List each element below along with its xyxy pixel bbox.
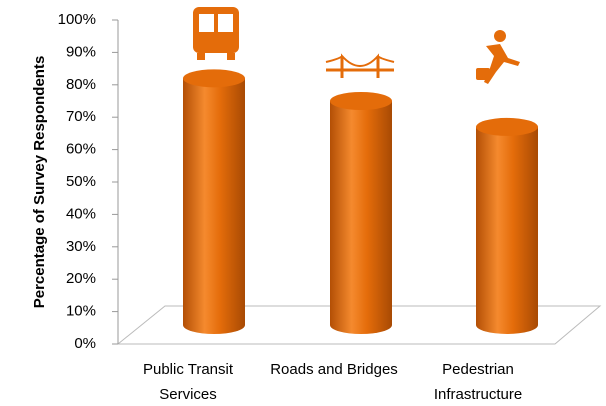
y-axis-title: Percentage of Survey Respondents [31,56,48,309]
x-tick-label: Roads and Bridges [270,361,398,378]
cylinder-top [330,92,392,110]
y-tick-label: 20% [66,270,96,287]
cylinder-body [476,126,538,334]
cylinder-body [330,101,392,334]
y-tick-label: 90% [66,43,96,60]
x-tick-label: Pedestrian Infrastructure [433,361,523,403]
cylinder-top [476,117,538,136]
x-tick-label: Public Transit Services [142,361,234,403]
cylinder-top [183,69,245,88]
y-tick-label: 100% [58,11,96,28]
cylinder-body [183,78,245,334]
y-tick-label: 70% [66,108,96,125]
cylinder [330,92,392,334]
y-tick-label: 10% [66,303,96,320]
cylinder [476,117,538,334]
y-tick-label: 50% [66,173,96,190]
y-tick-label: 60% [66,141,96,158]
bridge-icon [325,53,395,78]
bus-icon [193,7,239,60]
y-tick-label: 80% [66,76,96,93]
runner-icon [476,30,520,84]
y-tick-label: 30% [66,238,96,255]
cylinder [183,69,245,334]
y-tick-label: 40% [66,205,96,222]
y-tick-label: 0% [74,335,96,352]
